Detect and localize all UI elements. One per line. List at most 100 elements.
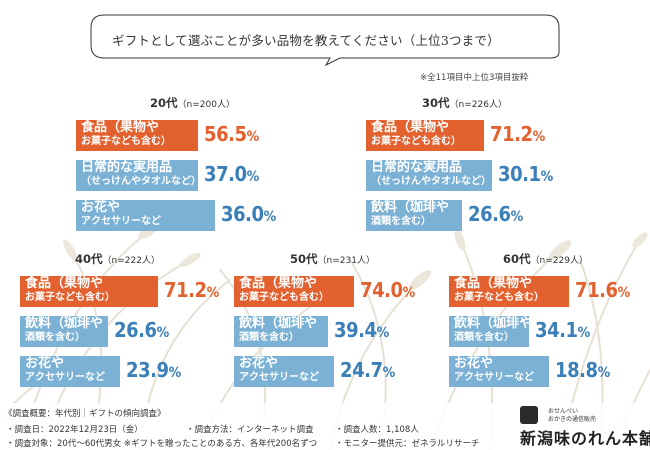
group-n: （n=231人） <box>317 256 375 266</box>
note-text: ※全11項目中上位3項目抜粋 <box>420 73 529 83</box>
group-name: 30代 <box>422 96 450 110</box>
question-bubble <box>90 14 560 66</box>
bar-5-2: 飲料（珈琲や 酒類を含む） <box>449 316 532 347</box>
value-unit: % <box>597 365 611 381</box>
bar-label-line: アクセサリーなど <box>25 372 105 383</box>
value-number: 56.5 <box>204 122 247 146</box>
value-unit: % <box>376 325 390 341</box>
group-n: （n=226人） <box>449 100 507 110</box>
group-n: （n=200人） <box>177 100 235 110</box>
value-label: 34.1% <box>535 318 590 342</box>
bar-label-line: 食品（果物や <box>239 276 318 291</box>
bar-label: 食品（果物や お菓子なども含む） <box>454 277 544 305</box>
value-unit: % <box>168 365 182 381</box>
value-unit: % <box>206 285 220 301</box>
value-unit: % <box>540 169 554 185</box>
bar-label: 飲料（珈琲や 酒類を含む） <box>371 201 449 229</box>
bar-label: 飲料（珈琲や 酒類を含む） <box>454 317 532 345</box>
bar-label-line: お花や <box>81 200 121 215</box>
bar-label-line: 食品（果物や <box>81 120 160 135</box>
bar-label-line: お花や <box>239 356 279 371</box>
value-label: 18.8% <box>555 358 610 382</box>
bar-2-1: 食品（果物や お菓子なども含む） <box>366 120 484 151</box>
bar-label: 飲料（珈琲や 酒類を含む） <box>239 317 317 345</box>
bar-label-line: 酒類を含む） <box>25 332 85 343</box>
bar-3-3: お花や アクセサリーなど <box>20 356 120 387</box>
value-number: 34.1 <box>535 318 578 342</box>
bar-label-line: アクセサリーなど <box>454 372 534 383</box>
group-name: 50代 <box>290 252 318 266</box>
bar-label-line: （せっけんやタオルなど） <box>371 176 491 187</box>
value-number: 37.0 <box>204 162 247 186</box>
bar-label: 飲料（珈琲や 酒類を含む） <box>25 317 103 345</box>
bar-1-3: お花や アクセサリーなど <box>76 200 215 231</box>
bar-label: お花や アクセサリーなど <box>25 357 105 385</box>
bar-1-1: 食品（果物や お菓子なども含む） <box>76 120 198 151</box>
bar-label-line: お菓子なども含む） <box>25 292 115 303</box>
bar-label-line: 飲料（珈琲や <box>371 200 450 215</box>
bar-label: お花や アクセサリーなど <box>239 357 319 385</box>
value-label: 26.6% <box>114 318 169 342</box>
value-label: 71.2% <box>164 278 219 302</box>
value-label: 39.4% <box>334 318 389 342</box>
value-unit: % <box>246 169 260 185</box>
bar-label-line: （せっけんやタオルなど） <box>81 176 201 187</box>
value-label: 74.0% <box>360 278 415 302</box>
group-n: （n=229人） <box>530 256 588 266</box>
bar-label: 日常的な実用品 （せっけんやタオルなど） <box>371 161 491 189</box>
value-number: 36.0 <box>221 202 264 226</box>
value-number: 39.4 <box>334 318 377 342</box>
group-name: 20代 <box>150 96 178 110</box>
bar-label-line: 酒類を含む） <box>371 216 431 227</box>
bar-label: 日常的な実用品 （せっけんやタオルなど） <box>81 161 201 189</box>
bar-label-line: お花や <box>454 356 494 371</box>
bar-3-2: 飲料（珈琲や 酒類を含む） <box>20 316 108 347</box>
bar-label-line: 飲料（珈琲や <box>239 316 318 331</box>
value-label: 23.9% <box>126 358 181 382</box>
group-header-50s: 50代（n=231人） <box>290 251 375 267</box>
value-label: 30.1% <box>498 162 553 186</box>
survey-date: ・調査日：2022年12月23日（金） <box>6 425 143 435</box>
bar-label-line: 飲料（珈琲や <box>25 316 104 331</box>
value-unit: % <box>577 325 591 341</box>
value-number: 74.0 <box>360 278 403 302</box>
group-name: 40代 <box>75 252 103 266</box>
bar-label-line: 日常的な実用品 <box>371 160 463 175</box>
group-header-30s: 30代（n=226人） <box>422 95 507 111</box>
brand-sub-2: おかきの通信販売 <box>548 416 597 423</box>
value-label: 56.5% <box>204 122 259 146</box>
group-header-60s: 60代（n=229人） <box>503 251 588 267</box>
bar-label-line: お菓子なども含む） <box>239 292 329 303</box>
bar-label-line: お菓子なども含む） <box>371 136 461 147</box>
bar-4-1: 食品（果物や お菓子なども含む） <box>234 276 354 307</box>
bar-label-line: お花や <box>25 356 65 371</box>
value-number: 26.6 <box>114 318 157 342</box>
bar-label-line: 酒類を含む） <box>454 332 514 343</box>
value-label: 36.0% <box>221 202 276 226</box>
bar-label: 食品（果物や お菓子なども含む） <box>371 121 461 149</box>
group-header-40s: 40代（n=222人） <box>75 251 160 267</box>
value-number: 18.8 <box>555 358 598 382</box>
footer <box>0 403 650 450</box>
bar-3-1: 食品（果物や お菓子なども含む） <box>20 276 158 307</box>
survey-provider: ・モニター提供元：ゼネラルリサーチ <box>335 439 480 449</box>
value-label: 71.2% <box>490 122 545 146</box>
bar-label-line: 食品（果物や <box>25 276 104 291</box>
group-header-20s: 20代（n=200人） <box>150 95 235 111</box>
bar-label: お花や アクセサリーなど <box>454 357 534 385</box>
brand-logo-mark <box>520 406 538 424</box>
brand-sub-1: おせんべい <box>548 408 579 415</box>
survey-target: ・調査対象：20代〜60代男女 ※ギフトを贈ったことのある方、各年代200名ずつ <box>6 439 318 449</box>
value-label: 71.6% <box>575 278 630 302</box>
bar-label-line: アクセサリーなど <box>239 372 319 383</box>
brand-name: 新潟味のれん本舗 <box>520 429 650 448</box>
survey-method: ・調査方法：インターネット調査 <box>186 425 314 435</box>
value-unit: % <box>510 209 524 225</box>
bar-label: 食品（果物や お菓子なども含む） <box>81 121 171 149</box>
value-unit: % <box>246 129 260 145</box>
bar-label: 食品（果物や お菓子なども含む） <box>239 277 329 305</box>
value-number: 24.7 <box>340 358 383 382</box>
value-number: 30.1 <box>498 162 541 186</box>
bar-label-line: 酒類を含む） <box>239 332 299 343</box>
value-unit: % <box>402 285 416 301</box>
